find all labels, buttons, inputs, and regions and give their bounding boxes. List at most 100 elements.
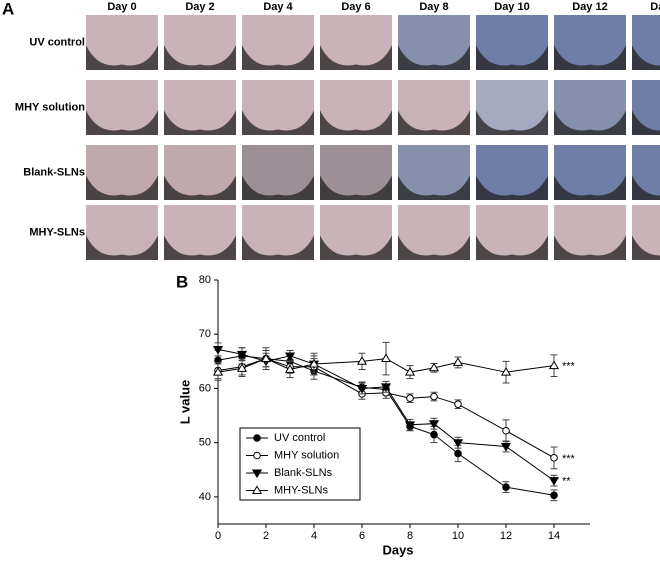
photo-fur <box>398 110 470 135</box>
photo-fur <box>554 235 626 260</box>
data-point <box>236 363 248 372</box>
y-tick-label: 80 <box>199 274 211 286</box>
data-point <box>550 491 558 500</box>
data-point <box>502 483 510 491</box>
panel-label: A <box>2 0 14 18</box>
photo-fur <box>398 45 470 70</box>
column-header: Day 0 <box>107 1 136 13</box>
photo-fur <box>554 110 626 135</box>
photo-fur <box>164 175 236 200</box>
y-tick-label: 50 <box>199 437 211 449</box>
column-header: Day 2 <box>185 1 214 13</box>
x-tick-label: 0 <box>215 530 221 542</box>
photo-fur <box>554 45 626 70</box>
photo-fur <box>554 175 626 200</box>
photo-fur <box>242 175 314 200</box>
photo-fur <box>86 235 158 260</box>
photo-fur <box>476 45 548 70</box>
data-point <box>430 430 438 439</box>
data-point <box>454 400 462 408</box>
photo-fur <box>632 110 660 135</box>
significance-label: *** <box>562 361 576 373</box>
column-header: Day 12 <box>572 1 607 13</box>
photo-fur <box>476 235 548 260</box>
y-tick-label: 60 <box>199 382 211 394</box>
y-axis-label: L value <box>177 380 192 425</box>
data-point <box>548 360 560 370</box>
data-point <box>212 366 224 376</box>
legend-box <box>239 427 361 501</box>
photo-fur <box>476 110 548 135</box>
photo-fur <box>476 175 548 200</box>
legend-marker <box>251 469 263 479</box>
data-point <box>500 366 512 376</box>
data-point <box>284 352 296 362</box>
photo-fur <box>398 175 470 200</box>
data-point <box>356 356 368 365</box>
data-point <box>380 353 392 363</box>
photo-fur <box>242 45 314 70</box>
photo-fur <box>320 45 392 70</box>
significance-label: *** <box>562 453 576 465</box>
photo-fur <box>242 235 314 260</box>
legend-marker <box>251 485 263 494</box>
data-point <box>404 421 416 430</box>
x-tick-label: 8 <box>407 530 413 542</box>
legend-label: UV control <box>274 432 325 444</box>
legend-label: MHY solution <box>274 449 339 461</box>
x-tick-label: 6 <box>359 530 365 542</box>
column-header: Day 6 <box>341 1 370 13</box>
photo-fur <box>632 175 660 200</box>
data-point <box>500 443 512 452</box>
row-label: MHY solution <box>15 101 85 113</box>
y-tick-label: 70 <box>199 328 211 340</box>
photo-fur <box>632 45 660 70</box>
photo-fur <box>86 45 158 70</box>
data-point <box>404 366 416 376</box>
data-point <box>428 362 440 372</box>
data-point <box>212 345 224 355</box>
significance-label: ** <box>562 476 571 488</box>
x-tick-label: 2 <box>263 530 269 542</box>
x-tick-label: 4 <box>311 530 317 542</box>
photo-fur <box>164 45 236 70</box>
column-header: Day 8 <box>419 1 448 13</box>
data-point <box>284 364 296 373</box>
data-point <box>550 454 558 462</box>
photo-fur <box>320 110 392 135</box>
data-point <box>236 350 248 360</box>
data-point <box>380 383 392 393</box>
data-point <box>452 439 464 448</box>
x-axis-label: Days <box>382 542 413 557</box>
photo-fur <box>398 235 470 260</box>
data-point <box>428 420 440 429</box>
data-point <box>260 353 272 363</box>
data-point <box>430 392 438 401</box>
legend-marker <box>253 451 261 460</box>
row-label: Blank-SLNs <box>23 166 85 178</box>
legend-label: Blank-SLNs <box>274 467 333 479</box>
panel-label: B <box>176 272 188 291</box>
row-label: MHY-SLNs <box>29 226 85 238</box>
x-tick-label: 10 <box>452 530 464 542</box>
photo-fur <box>320 235 392 260</box>
data-point <box>548 477 560 486</box>
data-point <box>406 394 414 403</box>
photo-fur <box>632 235 660 260</box>
legend-label: MHY-SLNs <box>274 484 328 496</box>
data-point <box>454 449 462 458</box>
column-header: Day 10 <box>494 1 529 13</box>
photo-fur <box>86 175 158 200</box>
x-tick-label: 14 <box>548 530 560 542</box>
data-point <box>308 358 320 368</box>
photo-fur <box>320 175 392 200</box>
photo-fur <box>164 110 236 135</box>
photo-fur <box>164 235 236 260</box>
legend-marker <box>253 434 261 442</box>
data-point <box>502 426 510 435</box>
column-header: Day 14 <box>650 1 660 13</box>
photo-fur <box>242 110 314 135</box>
row-label: UV control <box>29 36 85 48</box>
y-tick-label: 40 <box>199 491 211 503</box>
